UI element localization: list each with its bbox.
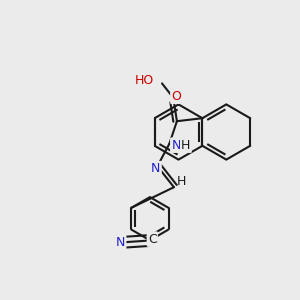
Text: H: H [181, 139, 190, 152]
Text: N: N [151, 162, 160, 175]
Text: O: O [171, 90, 181, 103]
Text: H: H [177, 175, 186, 188]
Text: N: N [116, 236, 125, 249]
Text: HO: HO [135, 74, 154, 88]
Text: N: N [171, 139, 181, 152]
Text: C: C [148, 232, 157, 246]
